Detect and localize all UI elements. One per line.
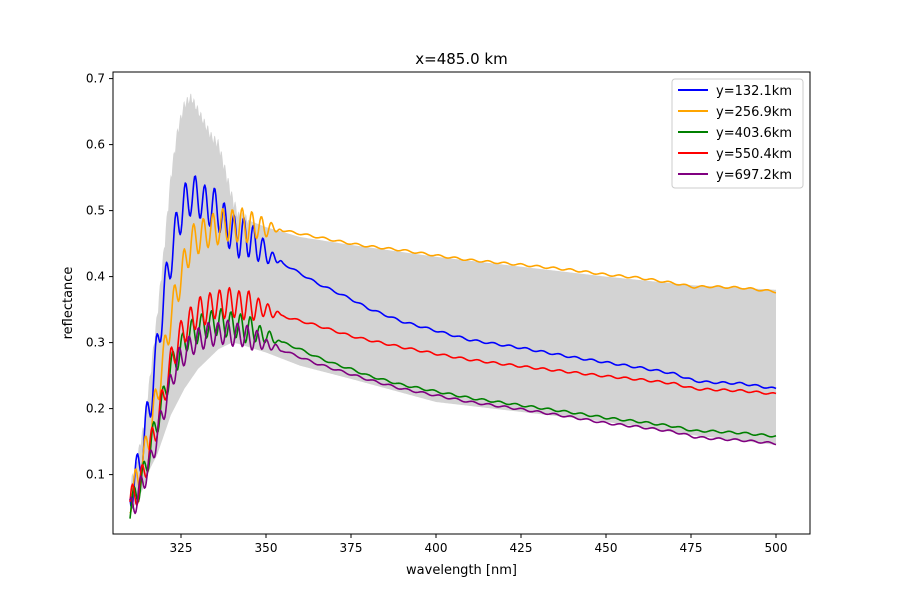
- series-line-5: [129, 319, 777, 515]
- y-tick-label: 0.4: [86, 270, 105, 284]
- y-tick-label: 0.5: [86, 204, 105, 218]
- x-tick-label: 475: [680, 541, 703, 555]
- y-tick-label: 0.7: [86, 72, 105, 86]
- x-tick-label: 350: [255, 541, 278, 555]
- y-tick-label: 0.6: [86, 138, 105, 152]
- y-tick-label: 0.3: [86, 336, 105, 350]
- legend-label: y=256.9km: [716, 105, 792, 120]
- band-layer: [130, 93, 776, 515]
- x-axis-ticks: 325 350 375 400 425 450 475 500: [170, 534, 788, 555]
- x-tick-label: 450: [595, 541, 618, 555]
- series-line-4: [129, 286, 777, 507]
- y-axis-label: reflectance: [61, 267, 76, 340]
- legend-label: y=132.1km: [716, 84, 792, 99]
- x-tick-label: 375: [340, 541, 363, 555]
- series-line-1: [129, 175, 777, 509]
- plot-frame: [112, 71, 811, 535]
- y-axis-ticks: 0.1 0.2 0.3 0.4 0.5 0.6 0.7: [86, 72, 113, 482]
- legend-label: y=550.4km: [716, 147, 792, 162]
- x-axis-label: wavelength [nm]: [406, 563, 517, 578]
- series-line-3: [129, 308, 777, 519]
- legend-label: y=403.6km: [716, 126, 792, 141]
- chart-title: x=485.0 km: [415, 50, 507, 68]
- y-tick-label: 0.2: [86, 402, 105, 416]
- x-tick-label: 425: [510, 541, 533, 555]
- y-tick-label: 0.1: [86, 468, 105, 482]
- uncertainty-band: [130, 93, 776, 515]
- series-layer: [129, 175, 777, 519]
- x-tick-label: 325: [170, 541, 193, 555]
- legend: y=132.1km y=256.9km y=403.6km y=550.4km y=69…: [671, 78, 804, 189]
- series-line-2: [129, 207, 777, 514]
- x-tick-label: 500: [765, 541, 788, 555]
- legend-label: y=697.2km: [716, 168, 792, 183]
- x-tick-label: 400: [425, 541, 448, 555]
- legend-box: [671, 78, 804, 189]
